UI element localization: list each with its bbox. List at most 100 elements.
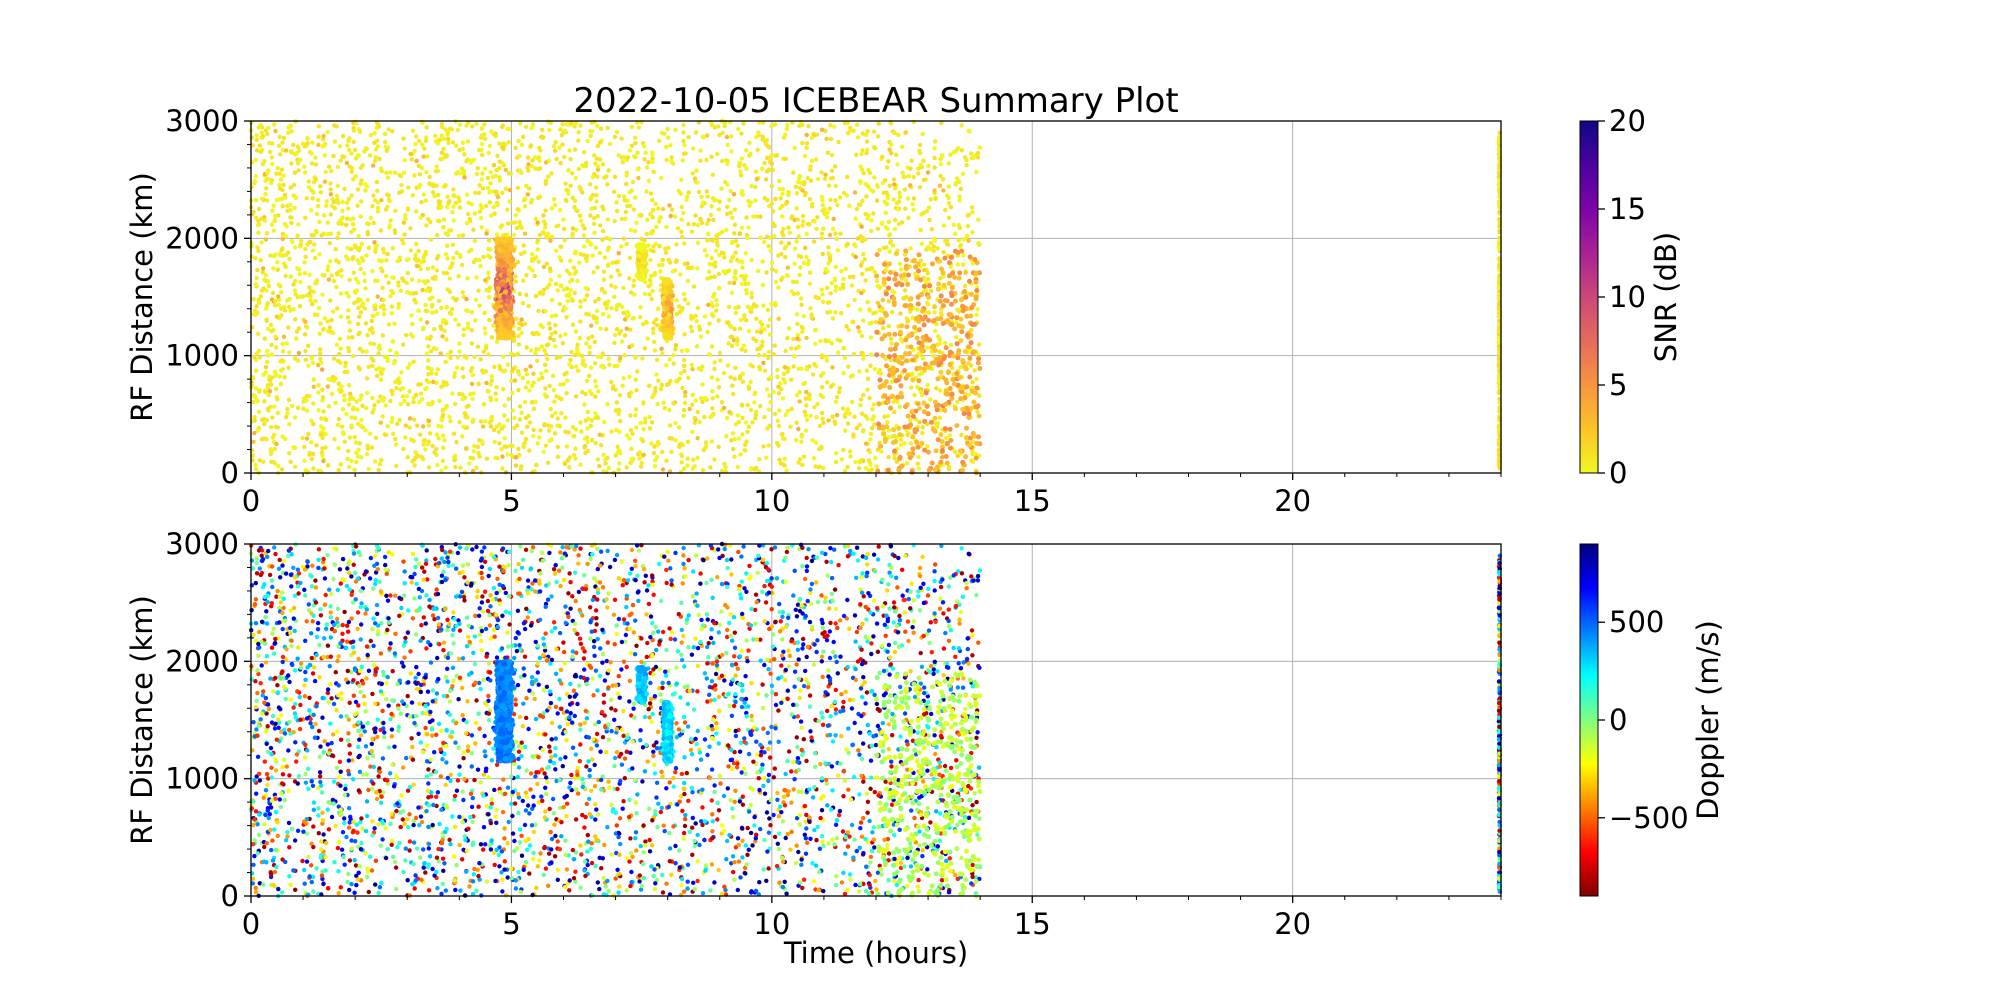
data-point	[749, 290, 754, 296]
data-point	[373, 158, 378, 164]
data-point	[726, 268, 731, 274]
data-point	[334, 342, 340, 347]
data-point	[794, 312, 799, 317]
data-point	[699, 204, 704, 209]
data-point	[465, 139, 471, 144]
data-point	[525, 155, 531, 160]
data-point	[968, 340, 974, 346]
data-point	[717, 350, 723, 356]
data-point	[700, 399, 705, 405]
data-point	[857, 459, 863, 464]
data-point	[667, 436, 672, 441]
data-point	[317, 252, 322, 257]
data-point	[908, 183, 913, 188]
data-point	[691, 457, 696, 462]
data-point	[729, 149, 734, 154]
data-point	[557, 273, 562, 279]
data-point	[265, 131, 270, 137]
data-point	[601, 452, 606, 458]
data-point	[621, 285, 626, 291]
data-point	[487, 317, 492, 323]
data-point	[419, 454, 424, 459]
data-point	[788, 424, 793, 429]
data-point	[977, 242, 982, 247]
data-point	[542, 421, 547, 427]
data-point	[385, 251, 390, 257]
data-point	[942, 426, 948, 432]
data-point	[728, 259, 734, 264]
data-point	[802, 153, 808, 159]
data-point	[494, 397, 499, 402]
data-point	[627, 276, 632, 281]
data-point	[705, 194, 710, 199]
data-point	[724, 434, 729, 439]
data-point	[671, 361, 676, 366]
data-point	[254, 137, 259, 143]
data-point	[586, 312, 592, 317]
data-point	[515, 368, 521, 374]
data-point	[322, 143, 327, 148]
data-point	[346, 308, 351, 313]
data-point	[472, 211, 478, 216]
data-point	[632, 229, 638, 234]
data-point	[272, 217, 278, 223]
data-point	[418, 432, 423, 437]
data-point	[649, 441, 654, 446]
data-point	[808, 178, 814, 183]
data-point	[679, 234, 685, 240]
data-point	[896, 467, 902, 473]
data-point	[432, 327, 437, 332]
data-point	[288, 308, 293, 313]
data-point	[683, 151, 688, 156]
data-point	[874, 329, 880, 335]
data-point	[915, 315, 921, 321]
data-point	[780, 461, 786, 467]
data-point	[743, 420, 748, 425]
data-point	[357, 346, 363, 351]
data-point	[372, 240, 377, 245]
data-point	[917, 365, 923, 371]
data-point	[847, 274, 853, 280]
data-point	[430, 276, 435, 281]
data-point	[709, 375, 714, 380]
data-point	[966, 361, 971, 366]
data-point	[280, 187, 285, 193]
data-point	[485, 175, 491, 181]
data-point	[759, 344, 764, 349]
data-point	[318, 432, 323, 437]
data-point	[427, 431, 433, 436]
data-point	[479, 133, 484, 138]
data-point	[819, 236, 824, 241]
data-point	[717, 132, 722, 138]
data-point	[289, 220, 294, 226]
data-point	[519, 410, 524, 415]
data-point	[804, 231, 809, 237]
data-point	[922, 447, 928, 453]
data-point	[808, 164, 813, 169]
data-point	[875, 283, 880, 289]
data-point	[505, 452, 510, 457]
data-point	[484, 231, 489, 236]
data-point	[291, 445, 296, 450]
data-point	[783, 132, 788, 137]
data-point	[740, 265, 745, 270]
data-point	[289, 215, 294, 220]
data-point	[838, 231, 843, 236]
data-point	[273, 298, 278, 303]
data-point	[487, 143, 493, 149]
data-point	[303, 246, 308, 252]
data-point	[342, 186, 347, 192]
data-point	[384, 170, 389, 175]
data-point	[580, 163, 586, 168]
data-point	[363, 188, 368, 193]
data-point	[853, 243, 858, 249]
data-point	[805, 262, 811, 267]
data-point	[900, 170, 905, 175]
data-point	[464, 308, 469, 313]
data-point	[662, 131, 667, 136]
data-point	[648, 257, 653, 263]
data-point	[867, 459, 872, 465]
data-point	[441, 225, 446, 230]
data-point	[286, 397, 292, 403]
data-point	[874, 352, 880, 358]
